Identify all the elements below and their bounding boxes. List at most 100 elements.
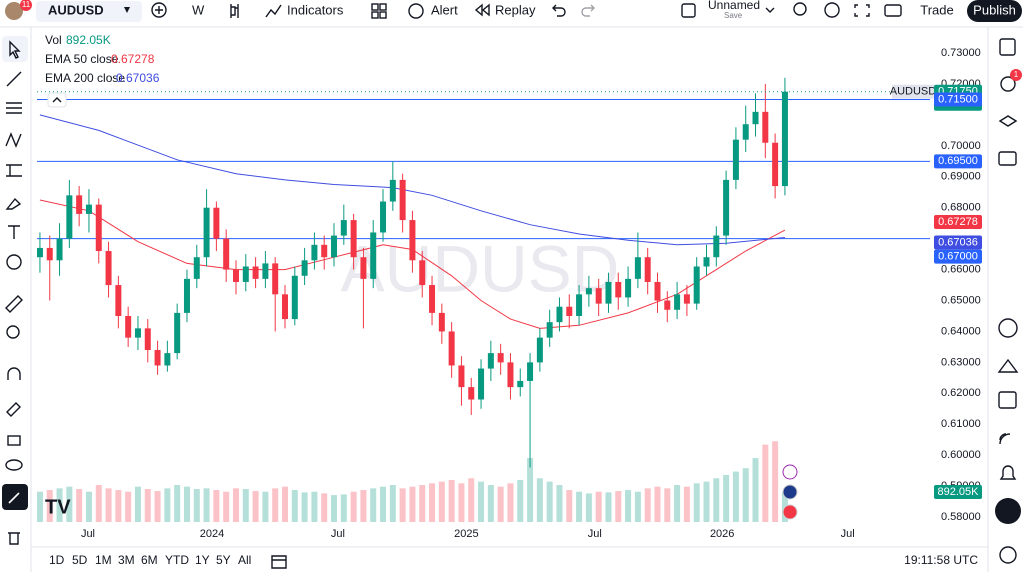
link-tool[interactable] [8, 492, 20, 504]
streams-icon[interactable] [999, 433, 1011, 445]
candle-body [693, 266, 700, 304]
snapshot-icon[interactable] [884, 4, 902, 17]
range-button[interactable]: YTD [165, 553, 189, 567]
candle-body [66, 195, 73, 239]
lock-tool[interactable] [7, 435, 21, 446]
cursor-tool[interactable] [9, 40, 21, 59]
range-button[interactable]: 1D [49, 553, 65, 567]
candle-body [144, 328, 151, 351]
layout-icon[interactable] [681, 3, 696, 18]
legend-ema50-value: 0.67278 [111, 52, 155, 66]
range-button[interactable]: 6M [141, 553, 158, 567]
help-icon[interactable] [999, 546, 1017, 564]
pattern-tool[interactable] [5, 132, 22, 148]
search-icon[interactable] [793, 2, 807, 16]
templates-icon[interactable] [371, 3, 379, 11]
collapse-legend[interactable] [47, 92, 67, 108]
volume-bar [125, 491, 132, 522]
candle-body [350, 220, 357, 258]
redo-icon[interactable] [581, 4, 595, 17]
undo-icon[interactable] [552, 4, 566, 17]
trade-button[interactable]: Trade [920, 2, 953, 17]
ema-badge: 0.67036 [938, 236, 978, 248]
symbol-search[interactable] [36, 1, 142, 22]
zoom-tool[interactable] [6, 325, 20, 339]
candle-body [419, 260, 426, 286]
calendar-icon[interactable] [998, 391, 1017, 409]
watermark: AUDUSD [341, 231, 620, 305]
range-button[interactable]: 1M [95, 553, 112, 567]
candle-body [115, 285, 122, 316]
watchlist-icon[interactable] [999, 38, 1016, 56]
settings-icon[interactable] [824, 2, 840, 18]
magnet-tool[interactable] [7, 367, 21, 380]
delete-tool[interactable] [8, 532, 20, 545]
volume-bar [76, 489, 83, 522]
publish-button[interactable]: Publish [973, 2, 1016, 17]
chat-icon[interactable] [998, 151, 1017, 166]
publish-button-bg[interactable] [967, 0, 1022, 22]
us-flag-icon[interactable] [782, 504, 798, 520]
volume-bar [556, 485, 563, 522]
indicators-button[interactable]: Indicators [287, 2, 344, 17]
candle-body [507, 362, 514, 388]
candle-body [134, 328, 141, 338]
candle-body [487, 353, 494, 369]
range-button[interactable]: All [238, 553, 251, 567]
range-button[interactable]: 1Y [195, 553, 210, 567]
signals-icon[interactable] [997, 358, 1019, 373]
replay-icon[interactable] [474, 3, 490, 17]
apps-icon[interactable] [995, 498, 1021, 524]
candle-body [752, 111, 759, 125]
event-icon[interactable] [782, 464, 798, 480]
text-tool[interactable] [8, 225, 20, 239]
measure-tool[interactable] [5, 295, 23, 313]
symbol-menu-icon[interactable] [124, 7, 130, 13]
candle-body [37, 247, 43, 258]
avatar[interactable] [5, 2, 23, 20]
cursor-tool-bg[interactable] [2, 36, 28, 62]
drawing-mode-tool[interactable] [6, 402, 21, 417]
layers-icon[interactable] [998, 115, 1018, 127]
compare-icon[interactable] [151, 2, 167, 18]
fib-tool[interactable] [6, 102, 22, 114]
candle-body [566, 306, 573, 316]
interval[interactable]: W [192, 2, 205, 17]
trendline-tool[interactable] [6, 71, 22, 87]
volume-bar [536, 478, 543, 522]
candle-body [429, 285, 436, 313]
chart-type-icon[interactable] [230, 4, 239, 18]
clock: 19:11:58 UTC [904, 553, 978, 567]
fullscreen-icon[interactable] [854, 4, 870, 17]
indicators-icon[interactable] [265, 4, 282, 18]
date-range-icon[interactable] [271, 555, 287, 569]
ideas-icon[interactable] [998, 318, 1018, 338]
range-button[interactable]: 5D [72, 553, 88, 567]
replay-button[interactable]: Replay [495, 2, 536, 17]
notifications-icon[interactable] [999, 465, 1017, 480]
candle-body [389, 179, 396, 202]
save-hint[interactable]: Save [724, 11, 743, 20]
brush-tool[interactable] [5, 197, 22, 210]
volume-bar [360, 490, 367, 522]
alerts-icon[interactable] [1000, 76, 1016, 92]
range-bar: 1D 5D 1M 3M 6M YTD 1Y 5Y All [49, 553, 251, 567]
candle-body [732, 139, 739, 180]
forecast-tool[interactable] [6, 164, 22, 177]
volume-bar [693, 483, 700, 522]
alert-icon[interactable] [408, 3, 424, 19]
layout-menu-icon[interactable] [765, 7, 775, 13]
alert-button[interactable]: Alert [431, 2, 458, 17]
range-button[interactable]: 5Y [216, 553, 231, 567]
range-button[interactable]: 3M [118, 553, 135, 567]
emoji-tool[interactable] [6, 254, 22, 270]
visibility-tool[interactable] [5, 459, 23, 471]
candle-body [193, 257, 200, 279]
candle-body [605, 281, 612, 304]
volume-bar [664, 488, 671, 522]
layout-name[interactable]: Unnamed [708, 0, 760, 12]
au-flag-icon[interactable] [782, 484, 798, 500]
symbol[interactable]: AUDUSD [48, 2, 104, 17]
volume-bar [409, 486, 416, 522]
candle-body [762, 111, 769, 143]
